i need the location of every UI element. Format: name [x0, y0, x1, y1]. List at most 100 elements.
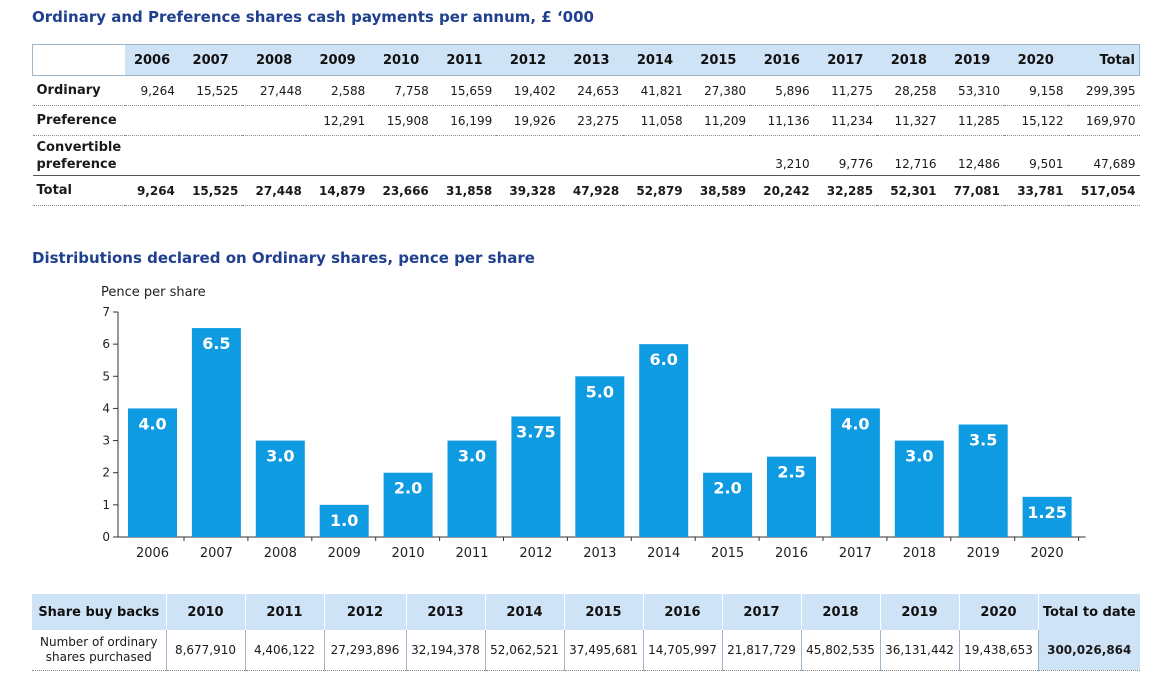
table-cell — [178, 105, 243, 136]
table-cell: 45,802,535 — [800, 630, 880, 671]
y-tick-label: 7 — [102, 305, 110, 319]
table-cell: 8,677,910 — [165, 630, 245, 671]
chart-title: Distributions declared on Ordinary share… — [32, 249, 535, 267]
bar — [319, 504, 369, 537]
column-header: 2013 — [559, 44, 624, 76]
bar — [639, 344, 689, 537]
buybacks-header-label: Share buy backs — [32, 594, 166, 630]
table-cell: 15,122 — [1004, 105, 1068, 136]
table-cell: 11,234 — [813, 105, 878, 136]
bar — [255, 440, 305, 537]
table-cell: 16,199 — [432, 105, 497, 136]
bar — [767, 456, 816, 537]
table-cell: 517,054 — [1067, 175, 1140, 206]
table-cell: 3,210 — [750, 135, 814, 176]
row-label: Convertible preference — [32, 135, 126, 176]
distributions-bar-chart: Pence per share 0 1 2 3 4 5 6 7 4.0 2006 6.5 2007 3.0… — [101, 285, 1086, 561]
column-header: 2018 — [877, 44, 941, 76]
cash-payments-table: 2006 2007 2008 2009 2010 2011 2012 2013 2014 2015… — [32, 44, 1140, 206]
bar-value-label: 1.25 — [1027, 503, 1066, 522]
table-cell: 39,328 — [496, 175, 560, 206]
column-header: 2016 — [642, 594, 722, 630]
table-header-row: 2006 2007 2008 2009 2010 2011 2012 2013 2014 2015… — [32, 44, 1140, 76]
table-cell: 14,705,997 — [642, 630, 722, 671]
row-label: Ordinary — [32, 75, 126, 106]
table-cell: 19,438,653 — [958, 630, 1038, 671]
column-header: 2019 — [940, 44, 1004, 76]
table-cell: 19,402 — [496, 75, 560, 106]
column-header: 2011 — [432, 44, 497, 76]
table-cell: 23,666 — [369, 175, 433, 206]
table-cell: 52,879 — [623, 175, 687, 206]
x-tick-label: 2008 — [264, 546, 297, 561]
y-axis-label: Pence per share — [101, 285, 206, 300]
bar-value-label: 2.0 — [713, 479, 741, 498]
total-header: Total to date — [1037, 594, 1140, 630]
total-cell: 300,026,864 — [1037, 630, 1140, 671]
table-header-row: Share buy backs 2010 2011 2012 2013 2014 2015 2… — [32, 594, 1140, 630]
bar — [830, 408, 880, 537]
column-header: 2016 — [750, 44, 814, 76]
table-cell: 11,275 — [813, 75, 878, 106]
table-cell: 9,501 — [1004, 135, 1068, 176]
table-cell — [432, 135, 497, 176]
table-cell: 11,285 — [940, 105, 1004, 136]
table-cell: 53,310 — [940, 75, 1004, 106]
table-cell — [178, 135, 243, 176]
x-tick-label: 2016 — [775, 546, 808, 561]
column-header: 2009 — [305, 44, 370, 76]
table-row: Ordinary 9,264 15,525 27,448 2,588 7,758 15,65… — [32, 75, 1140, 106]
bar-value-label: 6.0 — [650, 350, 678, 369]
x-tick-label: 2017 — [839, 546, 872, 561]
table-cell: 4,406,122 — [244, 630, 324, 671]
table-cell: 77,081 — [940, 175, 1004, 206]
table-cell: 27,448 — [242, 175, 306, 206]
column-header: 2011 — [244, 594, 324, 630]
column-header: 2020 — [1004, 44, 1068, 76]
bar-value-label: 3.0 — [458, 447, 486, 466]
bar — [703, 472, 753, 537]
table-cell — [242, 105, 306, 136]
table-cell: 33,781 — [1004, 175, 1068, 206]
table-cell: 41,821 — [623, 75, 687, 106]
bar — [894, 440, 944, 537]
column-header: 2006 — [125, 44, 179, 76]
row-label: Total — [32, 175, 126, 206]
table-cell: 19,926 — [496, 105, 560, 136]
column-header: 2017 — [813, 44, 878, 76]
row-label: Preference — [32, 105, 126, 136]
table-cell — [125, 135, 179, 176]
x-tick-label: 2012 — [519, 546, 552, 561]
table-cell — [125, 105, 179, 136]
table-cell: 47,928 — [559, 175, 624, 206]
table-cell: 11,327 — [877, 105, 941, 136]
column-header: 2012 — [323, 594, 406, 630]
bar — [1022, 496, 1072, 537]
x-tick-label: 2014 — [647, 546, 680, 561]
table-row: Number of ordinary shares purchased 8,677… — [32, 630, 1140, 671]
table-cell: 15,659 — [432, 75, 497, 106]
table-cell: 9,264 — [125, 75, 179, 106]
table-row: Total 9,264 15,525 27,448 14,879 23,666 31,858… — [32, 175, 1140, 206]
y-tick-label: 5 — [102, 369, 110, 383]
table-cell: 11,136 — [750, 105, 814, 136]
x-tick-label: 2018 — [903, 546, 936, 561]
table-cell: 15,908 — [369, 105, 433, 136]
bar-value-label: 2.0 — [394, 479, 422, 498]
bar-value-label: 5.0 — [586, 382, 614, 401]
table-cell: 23,275 — [559, 105, 624, 136]
bar-value-label: 6.5 — [202, 334, 230, 353]
table-cell — [686, 135, 751, 176]
x-tick-label: 2013 — [583, 546, 616, 561]
column-header: 2007 — [178, 44, 243, 76]
table-cell: 52,301 — [877, 175, 941, 206]
y-tick-label: 2 — [102, 466, 110, 480]
table-cell: 15,525 — [178, 75, 243, 106]
table-cell — [369, 135, 433, 176]
column-header: 2013 — [405, 594, 485, 630]
column-header: Total — [1067, 44, 1140, 76]
table-cell: 36,131,442 — [879, 630, 959, 671]
table-cell — [305, 135, 370, 176]
table-cell: 299,395 — [1067, 75, 1140, 106]
x-tick-label: 2007 — [200, 546, 233, 561]
